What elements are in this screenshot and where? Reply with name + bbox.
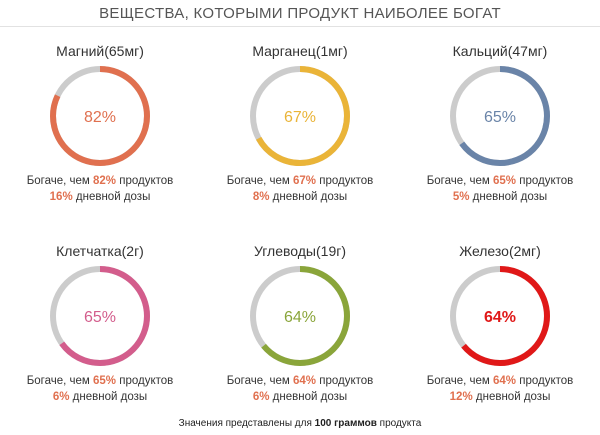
progress-ring: 65%: [50, 266, 150, 366]
footer-bold: 100 граммов: [314, 418, 377, 429]
daily-dose-line: 16% дневной дозы: [0, 189, 200, 205]
footer-prefix: Значения представлены для: [178, 418, 315, 429]
richer-prefix: Богаче, чем: [426, 375, 494, 387]
richer-than-line: Богаче, чем 65% продуктов: [0, 373, 200, 389]
richer-percent: 65%: [93, 375, 117, 387]
daily-percent: 12%: [449, 391, 473, 403]
nutrient-name: Железо(2мг): [459, 243, 541, 259]
nutrient-card: Клетчатка(2г) 65% Богаче, чем 65% продукто…: [0, 243, 200, 405]
daily-suffix: дневной дозы: [72, 191, 151, 203]
richer-percent: 64%: [493, 375, 517, 387]
progress-ring: 64%: [450, 266, 550, 366]
ring-percent-label: 65%: [484, 109, 516, 126]
daily-suffix: дневной дозы: [469, 191, 548, 203]
richer-suffix: продуктов: [116, 175, 174, 187]
progress-ring: 67%: [250, 66, 350, 166]
richer-suffix: продуктов: [316, 175, 374, 187]
daily-suffix: дневной дозы: [69, 391, 148, 403]
richer-than-line: Богаче, чем 64% продуктов: [200, 373, 400, 389]
daily-suffix: дневной дозы: [269, 391, 348, 403]
ring-percent-label: 65%: [84, 309, 116, 326]
richer-percent: 82%: [93, 175, 117, 187]
richer-suffix: продуктов: [316, 375, 374, 387]
title-divider: [0, 26, 600, 27]
daily-percent: 5%: [452, 191, 470, 203]
nutrient-card: Углеводы(19г) 64% Богаче, чем 64% продукто…: [200, 243, 400, 405]
richer-percent: 67%: [293, 175, 317, 187]
nutrient-card: Железо(2мг) 64% Богаче, чем 64% продуктов 1…: [400, 243, 600, 405]
daily-dose-line: 6% дневной дозы: [200, 389, 400, 405]
nutrient-name: Клетчатка(2г): [56, 243, 144, 259]
richer-suffix: продуктов: [516, 375, 574, 387]
nutrient-name: Кальций(47мг): [452, 43, 548, 59]
nutrient-name: Марганец(1мг): [252, 43, 348, 59]
daily-percent: 6%: [52, 391, 70, 403]
footer-note: Значения представлены для 100 граммов пр…: [0, 418, 600, 429]
ring-progress-arc: [250, 266, 350, 366]
richer-prefix: Богаче, чем: [426, 175, 494, 187]
footer-suffix: продукта: [376, 418, 422, 429]
ring-progress-arc: [450, 66, 550, 166]
richer-than-line: Богаче, чем 64% продуктов: [400, 373, 600, 389]
daily-percent: 16%: [49, 191, 73, 203]
richer-suffix: продуктов: [116, 375, 174, 387]
nutrient-card: Марганец(1мг) 67% Богаче, чем 67% продукто…: [200, 43, 400, 205]
ring-percent-label: 64%: [484, 309, 516, 326]
daily-suffix: дневной дозы: [269, 191, 348, 203]
daily-suffix: дневной дозы: [472, 391, 551, 403]
ring-percent-label: 67%: [284, 109, 316, 126]
daily-dose-line: 12% дневной дозы: [400, 389, 600, 405]
richer-percent: 64%: [293, 375, 317, 387]
richer-prefix: Богаче, чем: [226, 375, 294, 387]
daily-dose-line: 6% дневной дозы: [0, 389, 200, 405]
page-title: ВЕЩЕСТВА, КОТОРЫМИ ПРОДУКТ НАИБОЛЕЕ БОГА…: [99, 5, 501, 22]
ring-progress-arc: [50, 266, 150, 366]
ring-percent-label: 64%: [284, 309, 316, 326]
daily-percent: 8%: [252, 191, 270, 203]
daily-dose-line: 5% дневной дозы: [400, 189, 600, 205]
richer-prefix: Богаче, чем: [226, 175, 294, 187]
richer-than-line: Богаче, чем 67% продуктов: [200, 173, 400, 189]
richer-prefix: Богаче, чем: [26, 175, 94, 187]
richer-percent: 65%: [493, 175, 517, 187]
richer-than-line: Богаче, чем 82% продуктов: [0, 173, 200, 189]
ring-progress-arc: [50, 66, 150, 166]
nutrient-card: Магний(65мг) 82% Богаче, чем 82% продуктов…: [0, 43, 200, 205]
nutrient-name: Магний(65мг): [56, 43, 144, 59]
richer-suffix: продуктов: [516, 175, 574, 187]
nutrient-card: Кальций(47мг) 65% Богаче, чем 65% продукто…: [400, 43, 600, 205]
richer-than-line: Богаче, чем 65% продуктов: [400, 173, 600, 189]
daily-percent: 6%: [252, 391, 270, 403]
ring-progress-arc: [450, 266, 550, 366]
progress-ring: 65%: [450, 66, 550, 166]
richer-prefix: Богаче, чем: [26, 375, 94, 387]
ring-progress-arc: [250, 66, 350, 166]
progress-ring: 64%: [250, 266, 350, 366]
progress-ring: 82%: [50, 66, 150, 166]
nutrient-name: Углеводы(19г): [253, 243, 346, 259]
daily-dose-line: 8% дневной дозы: [200, 189, 400, 205]
ring-percent-label: 82%: [84, 109, 116, 126]
